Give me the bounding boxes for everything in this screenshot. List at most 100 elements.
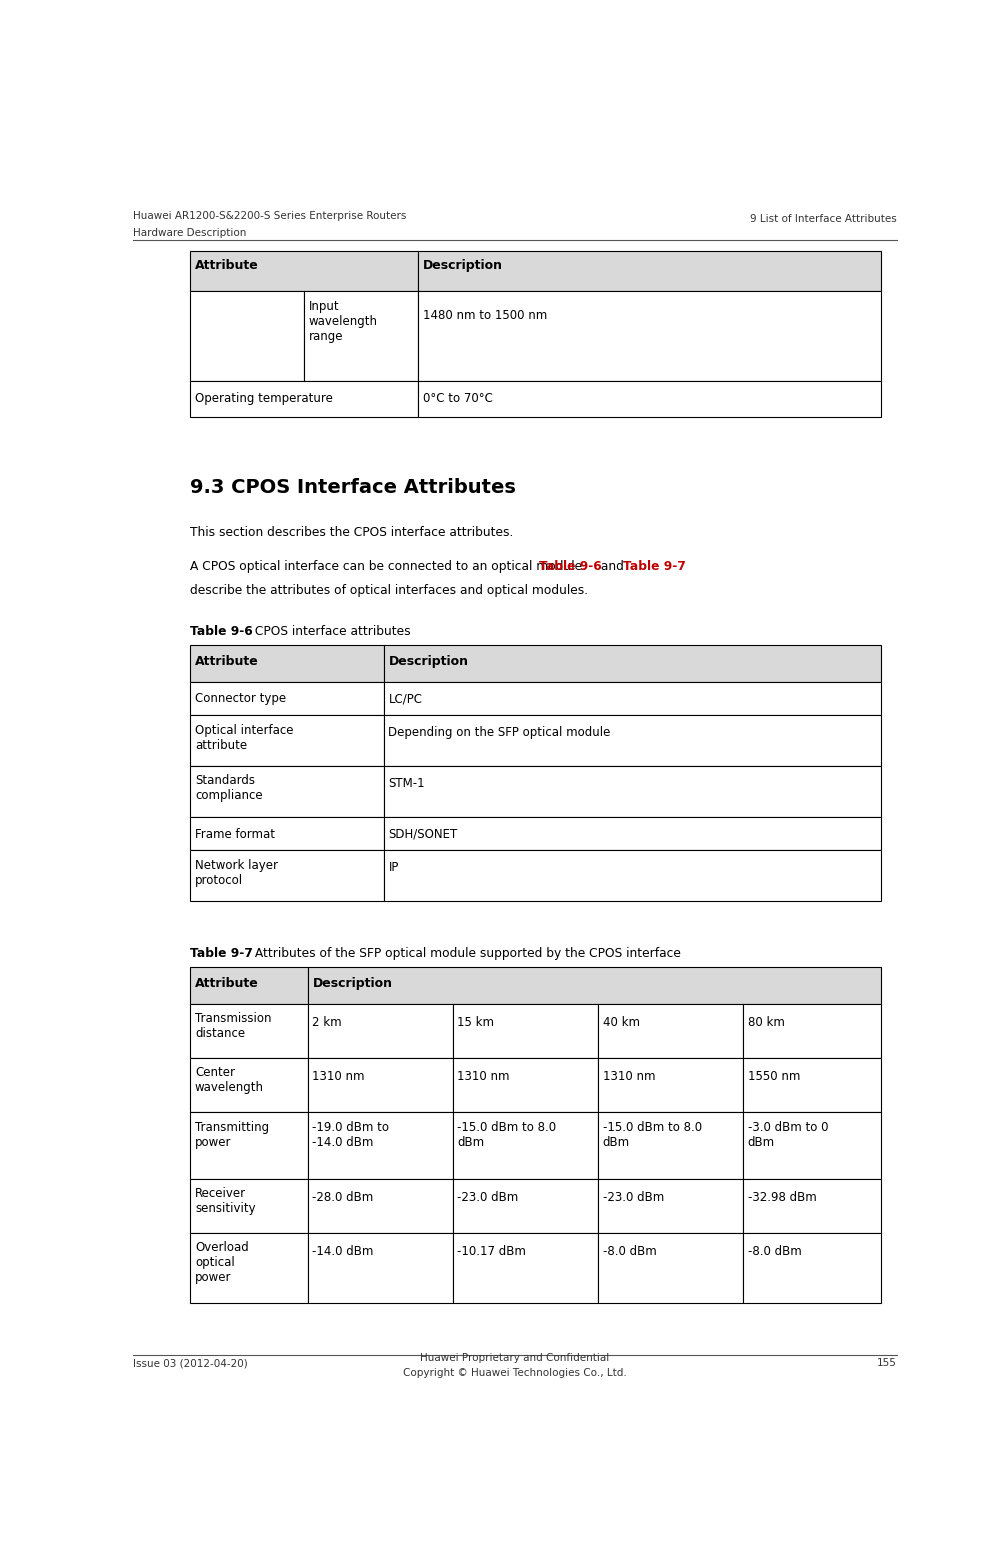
Text: 9 List of Interface Attributes: 9 List of Interface Attributes: [750, 215, 896, 224]
Text: -8.0 dBm: -8.0 dBm: [603, 1246, 656, 1258]
Text: Overload
optical
power: Overload optical power: [195, 1241, 248, 1285]
Text: Transmission
distance: Transmission distance: [195, 1012, 271, 1040]
Text: IP: IP: [388, 862, 399, 874]
Bar: [453, 1004, 598, 1058]
Text: Attribute: Attribute: [195, 259, 258, 273]
Text: Frame format: Frame format: [195, 827, 275, 840]
Bar: [743, 1233, 881, 1302]
Text: Input
wavelength
range: Input wavelength range: [309, 301, 378, 343]
Bar: [190, 1004, 308, 1058]
Text: Depending on the SFP optical module: Depending on the SFP optical module: [388, 726, 611, 740]
Bar: [190, 851, 384, 901]
Text: A CPOS optical interface can be connected to an optical module.: A CPOS optical interface can be connecte…: [190, 559, 590, 572]
Text: -15.0 dBm to 8.0
dBm: -15.0 dBm to 8.0 dBm: [603, 1120, 701, 1149]
Bar: [384, 766, 881, 816]
Bar: [598, 1058, 743, 1113]
Text: Table 9-7: Table 9-7: [190, 946, 253, 961]
Bar: [190, 1233, 308, 1302]
Text: Table 9-7: Table 9-7: [623, 559, 686, 572]
Text: Connector type: Connector type: [195, 693, 286, 705]
Bar: [384, 646, 881, 682]
Bar: [453, 1058, 598, 1113]
Text: -14.0 dBm: -14.0 dBm: [313, 1246, 374, 1258]
Text: LC/PC: LC/PC: [388, 693, 422, 705]
Text: 40 km: 40 km: [603, 1015, 639, 1030]
Bar: [190, 1113, 308, 1178]
Bar: [190, 1178, 308, 1233]
Text: Description: Description: [423, 259, 502, 273]
Text: Network layer
protocol: Network layer protocol: [195, 859, 278, 887]
Text: 1480 nm to 1500 nm: 1480 nm to 1500 nm: [423, 309, 547, 321]
Text: 1310 nm: 1310 nm: [457, 1070, 510, 1083]
Text: -28.0 dBm: -28.0 dBm: [313, 1191, 374, 1203]
Text: Attribute: Attribute: [195, 655, 258, 668]
Bar: [418, 251, 881, 290]
Text: -8.0 dBm: -8.0 dBm: [748, 1246, 801, 1258]
Text: and: and: [597, 559, 627, 572]
Bar: [418, 381, 881, 417]
Text: Center
wavelength: Center wavelength: [195, 1067, 264, 1094]
Text: Table 9-6: Table 9-6: [540, 559, 602, 572]
Text: STM-1: STM-1: [388, 777, 425, 790]
Bar: [190, 290, 305, 381]
Text: 80 km: 80 km: [748, 1015, 785, 1030]
Bar: [384, 851, 881, 901]
Bar: [190, 715, 384, 766]
Text: 1310 nm: 1310 nm: [603, 1070, 655, 1083]
Text: Transmitting
power: Transmitting power: [195, 1120, 269, 1149]
Text: Operating temperature: Operating temperature: [195, 392, 333, 404]
Bar: [190, 766, 384, 816]
Text: -10.17 dBm: -10.17 dBm: [457, 1246, 527, 1258]
Text: Optical interface
attribute: Optical interface attribute: [195, 724, 293, 752]
Text: Huawei AR1200-S&2200-S Series Enterprise Routers: Huawei AR1200-S&2200-S Series Enterprise…: [134, 212, 407, 221]
Text: -19.0 dBm to
-14.0 dBm: -19.0 dBm to -14.0 dBm: [313, 1120, 389, 1149]
Text: -3.0 dBm to 0
dBm: -3.0 dBm to 0 dBm: [748, 1120, 828, 1149]
Bar: [598, 1004, 743, 1058]
Text: Huawei Proprietary and Confidential: Huawei Proprietary and Confidential: [420, 1354, 610, 1363]
Bar: [743, 1113, 881, 1178]
Bar: [743, 1004, 881, 1058]
Text: Standards
compliance: Standards compliance: [195, 774, 262, 802]
Bar: [384, 715, 881, 766]
Text: Issue 03 (2012-04-20): Issue 03 (2012-04-20): [134, 1359, 248, 1368]
Bar: [453, 1178, 598, 1233]
Bar: [384, 682, 881, 715]
Bar: [308, 1178, 453, 1233]
Bar: [453, 1113, 598, 1178]
Text: 1310 nm: 1310 nm: [313, 1070, 365, 1083]
Bar: [190, 646, 384, 682]
Text: 0°C to 70°C: 0°C to 70°C: [423, 392, 492, 404]
Bar: [453, 1233, 598, 1302]
Text: Table 9-6: Table 9-6: [190, 625, 253, 638]
Text: -32.98 dBm: -32.98 dBm: [748, 1191, 816, 1203]
Text: This section describes the CPOS interface attributes.: This section describes the CPOS interfac…: [190, 527, 514, 539]
Bar: [308, 1004, 453, 1058]
Text: 1550 nm: 1550 nm: [748, 1070, 800, 1083]
Text: Description: Description: [388, 655, 468, 668]
Text: -15.0 dBm to 8.0
dBm: -15.0 dBm to 8.0 dBm: [457, 1120, 557, 1149]
Text: Description: Description: [313, 978, 392, 990]
Text: 15 km: 15 km: [457, 1015, 494, 1030]
Text: -23.0 dBm: -23.0 dBm: [457, 1191, 519, 1203]
Bar: [190, 381, 418, 417]
Bar: [598, 1113, 743, 1178]
Bar: [384, 816, 881, 851]
Bar: [190, 816, 384, 851]
Bar: [743, 1178, 881, 1233]
Bar: [190, 251, 418, 290]
Text: Attributes of the SFP optical module supported by the CPOS interface: Attributes of the SFP optical module sup…: [251, 946, 681, 961]
Text: 2 km: 2 km: [313, 1015, 342, 1030]
Bar: [305, 290, 418, 381]
Text: SDH/SONET: SDH/SONET: [388, 827, 457, 840]
Text: 9.3 CPOS Interface Attributes: 9.3 CPOS Interface Attributes: [190, 478, 517, 497]
Text: Receiver
sensitivity: Receiver sensitivity: [195, 1188, 255, 1214]
Bar: [190, 967, 308, 1004]
Text: describe the attributes of optical interfaces and optical modules.: describe the attributes of optical inter…: [190, 584, 588, 597]
Bar: [308, 1113, 453, 1178]
Text: -23.0 dBm: -23.0 dBm: [603, 1191, 664, 1203]
Bar: [598, 1178, 743, 1233]
Bar: [418, 290, 881, 381]
Bar: [308, 967, 881, 1004]
Bar: [598, 1233, 743, 1302]
Text: Hardware Description: Hardware Description: [134, 227, 247, 238]
